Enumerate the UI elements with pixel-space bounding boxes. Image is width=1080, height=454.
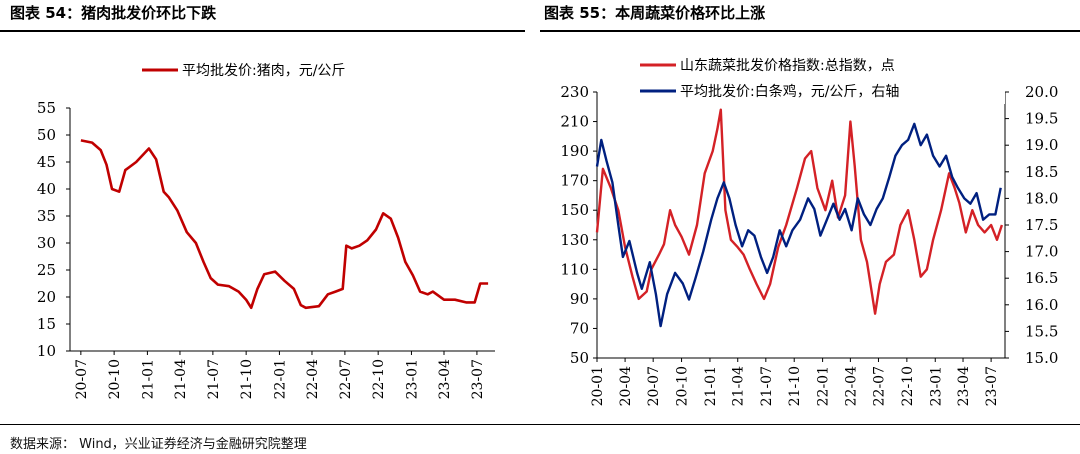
vegetable-index-line [595, 108, 1004, 315]
x-tick-label: 21-10 [239, 359, 255, 399]
x-tick-label: 21-04 [731, 366, 747, 406]
x-tick-label: 23-01 [928, 366, 944, 406]
chart-54-legend: 平均批发价:猪肉，元/公斤 [142, 63, 345, 79]
y-right-tick-label: 15.0 [1025, 349, 1058, 367]
chart-55-title: 图表 55：本周蔬菜价格环比上涨 [544, 4, 766, 22]
x-tick-label: 22-07 [871, 366, 887, 406]
legend-background [635, 48, 1005, 104]
y-right-tick-label: 17.0 [1025, 243, 1058, 261]
y-left-tick-label: 210 [560, 113, 589, 131]
chart-54-axes: 10 15 20 25 30 35 40 45 50 55 20-07 20-10 21-01 21-04… [37, 99, 495, 399]
chart-55-title-rule [540, 30, 1080, 32]
y-left-tick-label: 70 [570, 319, 589, 337]
y-left-tick-label: 50 [570, 349, 589, 367]
chart-54-title-rule [0, 30, 525, 32]
y-tick-label: 15 [37, 315, 56, 333]
legend-label-pork: 平均批发价:猪肉，元/公斤 [182, 63, 345, 79]
x-tick-label: 22-07 [338, 359, 354, 399]
x-tick-label: 20-07 [646, 366, 662, 406]
y-right-tick-label: 15.5 [1025, 322, 1058, 340]
x-tick-label: 22-10 [371, 359, 387, 399]
x-tick-label: 22-04 [843, 366, 859, 406]
x-tick-label: 20-07 [74, 359, 90, 399]
x-tick-label: 22-04 [305, 359, 321, 399]
x-tick-label: 23-01 [404, 359, 420, 399]
chart-55-axes: 50 70 90 110 130 150 170 190 210 230 15.0 15.5 16.0 1… [560, 83, 1058, 406]
chicken-price-line [595, 122, 1002, 328]
y-tick-label: 30 [37, 234, 56, 252]
y-left-tick-label: 170 [560, 172, 589, 190]
x-tick-label: 21-07 [759, 366, 775, 406]
y-tick-label: 50 [37, 126, 56, 144]
x-tick-label: 22-10 [900, 366, 916, 406]
y-tick-label: 25 [37, 261, 56, 279]
x-tick-label: 23-07 [984, 366, 1000, 406]
y-left-tick-label: 90 [570, 290, 589, 308]
x-tick-label: 21-07 [206, 359, 222, 399]
y-tick-label: 10 [37, 342, 56, 360]
y-right-tick-label: 19.0 [1025, 136, 1058, 154]
y-right-tick-label: 19.5 [1025, 110, 1058, 128]
y-right-tick-label: 20.0 [1025, 83, 1058, 101]
y-left-tick-label: 110 [560, 260, 589, 278]
pork-price-line [80, 139, 489, 310]
x-tick-label: 23-04 [956, 366, 972, 406]
y-tick-label: 40 [37, 180, 56, 198]
y-right-tick-label: 18.0 [1025, 189, 1058, 207]
legend-chicken-price-label: 平均批发价:白条鸡，元/公斤，右轴 [680, 83, 899, 100]
x-tick-label: 20-10 [675, 366, 691, 406]
x-tick-label: 21-01 [140, 359, 156, 399]
chart-55-vegetable-price: 50 70 90 110 130 150 170 190 210 230 15.0 15.5 16.0 1… [560, 48, 1058, 406]
y-right-tick-label: 17.5 [1025, 216, 1058, 234]
y-right-tick-label: 16.0 [1025, 296, 1058, 314]
x-tick-label: 23-04 [437, 359, 453, 399]
chart-54-pork-price: 平均批发价:猪肉，元/公斤 10 15 20 25 30 35 40 45 50 55 20-07 2… [37, 63, 495, 399]
y-left-tick-label: 230 [560, 83, 589, 101]
x-tick-label: 20-01 [590, 366, 606, 406]
y-tick-label: 55 [37, 99, 56, 117]
y-right-tick-label: 16.5 [1025, 269, 1058, 287]
chart-54-series [80, 139, 489, 310]
x-tick-label: 20-10 [107, 359, 123, 399]
x-tick-label: 22-01 [272, 359, 288, 399]
x-tick-label: 20-04 [618, 366, 634, 406]
y-tick-label: 35 [37, 207, 56, 225]
source-note: 数据来源： Wind，兴业证券经济与金融研究院整理 [10, 437, 307, 452]
y-left-tick-label: 150 [560, 201, 589, 219]
chart-54-title: 图表 54：猪肉批发价环比下跌 [10, 4, 217, 22]
y-left-tick-label: 130 [560, 231, 589, 249]
x-tick-label: 21-01 [703, 366, 719, 406]
legend-vegetable-index-label: 山东蔬菜批发价格指数:总指数，点 [680, 58, 895, 74]
source-rule [0, 424, 1080, 425]
y-tick-label: 20 [37, 288, 56, 306]
x-tick-label: 23-07 [470, 359, 486, 399]
y-left-tick-label: 190 [560, 142, 589, 160]
x-tick-label: 22-01 [816, 366, 832, 406]
x-tick-label: 21-10 [787, 366, 803, 406]
x-tick-label: 21-04 [173, 359, 189, 399]
y-right-tick-label: 18.5 [1025, 163, 1058, 181]
chart-55-series [595, 108, 1004, 328]
y-tick-label: 45 [37, 153, 56, 171]
